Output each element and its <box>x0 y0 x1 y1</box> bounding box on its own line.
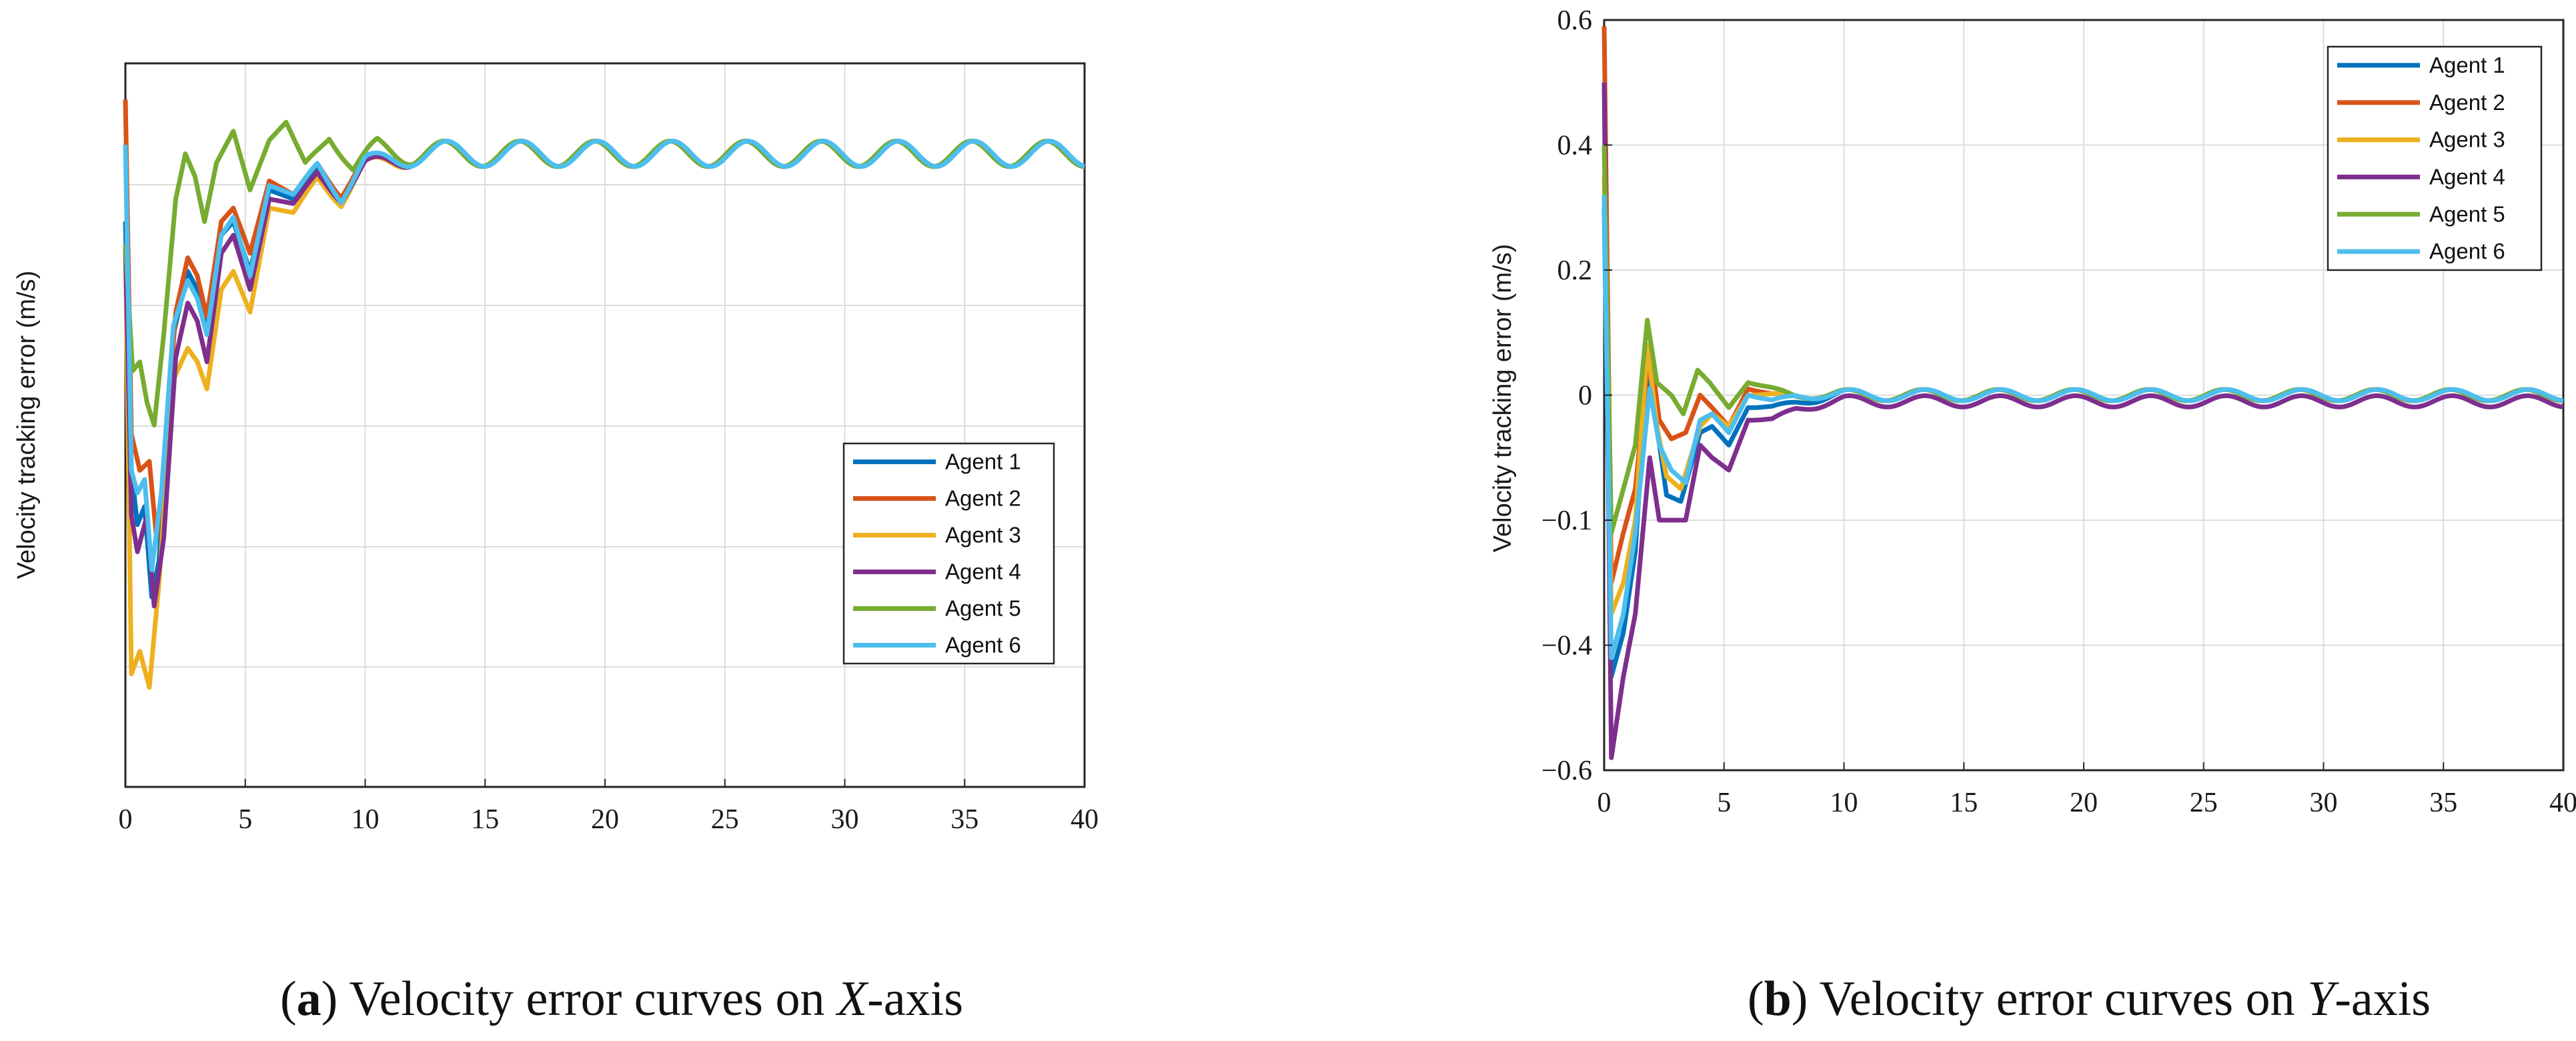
x-tick-label: 20 <box>2070 788 2098 818</box>
x-tick-label: 5 <box>1717 788 1731 818</box>
legend-label: Agent 5 <box>945 596 1021 621</box>
panel-b-chart: 0 5 10 15 20 25 30 35 40 0.60.40.20−0.1−0.4−0.6 … <box>1489 5 2576 818</box>
legend-label: Agent 3 <box>945 523 1021 548</box>
panel-b-x-ticks: 0 5 10 15 20 25 30 35 40 <box>1597 762 2576 818</box>
panel-a-grid <box>125 63 1085 787</box>
x-tick-label: 0 <box>119 804 133 835</box>
panel-a-caption-axis: X <box>835 972 869 1026</box>
series-line-agent-6 <box>123 139 1087 572</box>
x-tick-label: 20 <box>591 804 619 835</box>
x-tick-label: 15 <box>471 804 499 835</box>
panel-a-series-lines <box>123 99 1087 690</box>
y-tick-label: −0.1 <box>1541 505 1592 536</box>
panel-a-x-ticks: 0 5 10 15 20 25 30 35 40 <box>119 779 1099 835</box>
panel-a-y-axis-label: Velocity tracking error (m/s) <box>13 271 41 579</box>
x-tick-label: 15 <box>1950 788 1978 818</box>
panel-b-caption-letter: b <box>1764 972 1792 1026</box>
panel-a-caption-suffix: -axis <box>867 972 963 1026</box>
legend-label: Agent 5 <box>2429 201 2505 226</box>
legend-label: Agent 6 <box>945 633 1021 658</box>
panel-b-legend: Agent 1 Agent 2 Agent 3 Agent 4 Agent 5 Agent… <box>2327 45 2543 271</box>
legend-label: Agent 4 <box>2429 164 2505 189</box>
legend-label: Agent 2 <box>945 486 1021 511</box>
panel-b-caption-axis: Y <box>2307 972 2339 1026</box>
y-tick-label: 0.2 <box>1557 255 1593 286</box>
legend-label: Agent 2 <box>2429 90 2505 115</box>
series-line-agent-6 <box>1601 195 2565 660</box>
panel-b-caption-text: ) Velocity error curves on <box>1792 972 2307 1026</box>
x-tick-label: 25 <box>2190 788 2218 818</box>
x-tick-label: 40 <box>1071 804 1099 835</box>
x-tick-label: 40 <box>2549 788 2576 818</box>
panel-b-caption-suffix: -axis <box>2335 972 2431 1026</box>
panel-a-caption-text: ) Velocity error curves on <box>321 972 837 1026</box>
panel-b-y-axis-label: Velocity tracking error (m/s) <box>1489 244 1517 552</box>
legend-label: Agent 1 <box>945 449 1021 474</box>
legend-box <box>2327 45 2543 271</box>
y-tick-label: 0 <box>1578 381 1592 411</box>
x-tick-label: 35 <box>2429 788 2457 818</box>
panel-a-chart: 0 5 10 15 20 25 30 35 40 Velocity tracking error… <box>13 62 1099 835</box>
series-line-agent-4 <box>1601 82 2565 760</box>
panel-b-caption: (b) Velocity error curves on Y-axis <box>1748 972 2431 1026</box>
x-tick-label: 5 <box>238 804 252 835</box>
legend-label: Agent 3 <box>2429 127 2505 152</box>
x-tick-label: 10 <box>352 804 380 835</box>
y-tick-label: 0.4 <box>1557 131 1593 161</box>
x-tick-label: 25 <box>711 804 739 835</box>
panel-a-caption: (a) Velocity error curves on X-axis <box>280 972 963 1026</box>
x-tick-label: 10 <box>1830 788 1858 818</box>
panel-b-y-ticks: 0.6 0.4 0.2 0 −0.1 −0.4 −0.6 <box>1541 5 1612 786</box>
legend-label: Agent 4 <box>945 560 1021 584</box>
x-tick-label: 30 <box>2310 788 2338 818</box>
legend-box <box>842 442 1055 665</box>
legend-label: Agent 1 <box>2429 53 2505 77</box>
legend-label: Agent 6 <box>2429 239 2505 263</box>
panel-a-legend: Agent 1 Agent 2 Agent 3 Agent 4 Agent 5 Agent… <box>842 442 1055 665</box>
y-tick-label: 0.6 <box>1557 5 1593 36</box>
x-tick-label: 35 <box>950 804 979 835</box>
x-tick-label: 30 <box>831 804 859 835</box>
y-tick-label: −0.4 <box>1541 631 1592 662</box>
y-tick-label: −0.6 <box>1541 756 1592 786</box>
x-tick-label: 0 <box>1597 788 1612 818</box>
panel-a-caption-letter: a <box>297 972 321 1026</box>
panel-b-series-lines <box>1601 26 2565 760</box>
